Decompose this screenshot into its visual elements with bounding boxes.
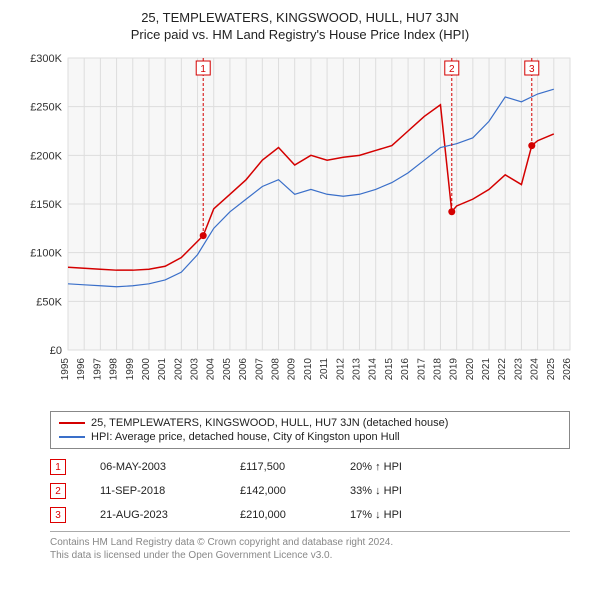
transaction-price: £117,500 bbox=[240, 461, 320, 473]
svg-text:£50K: £50K bbox=[36, 296, 62, 308]
transaction-table: 1 06-MAY-2003 £117,500 20% ↑ HPI 2 11-SEP-201… bbox=[50, 455, 570, 527]
transaction-diff: 33% ↓ HPI bbox=[350, 485, 440, 497]
svg-text:1998: 1998 bbox=[109, 358, 120, 381]
svg-text:1999: 1999 bbox=[125, 358, 136, 381]
svg-text:2017: 2017 bbox=[416, 358, 427, 381]
transaction-row: 3 21-AUG-2023 £210,000 17% ↓ HPI bbox=[50, 503, 570, 527]
title-line-1: 25, TEMPLEWATERS, KINGSWOOD, HULL, HU7 3… bbox=[10, 10, 590, 25]
legend-swatch bbox=[59, 422, 85, 424]
svg-text:£0: £0 bbox=[50, 345, 62, 357]
svg-text:£300K: £300K bbox=[30, 53, 62, 65]
svg-text:2011: 2011 bbox=[319, 358, 330, 380]
svg-text:2013: 2013 bbox=[351, 358, 362, 381]
svg-text:2: 2 bbox=[449, 64, 455, 75]
transaction-date: 21-AUG-2023 bbox=[100, 509, 210, 521]
svg-text:£150K: £150K bbox=[30, 199, 62, 211]
transaction-date: 06-MAY-2003 bbox=[100, 461, 210, 473]
legend-label: 25, TEMPLEWATERS, KINGSWOOD, HULL, HU7 3… bbox=[91, 417, 448, 429]
svg-text:2005: 2005 bbox=[222, 358, 233, 381]
legend-label: HPI: Average price, detached house, City… bbox=[91, 431, 400, 443]
svg-text:2009: 2009 bbox=[287, 358, 298, 381]
transaction-row: 2 11-SEP-2018 £142,000 33% ↓ HPI bbox=[50, 479, 570, 503]
transaction-price: £210,000 bbox=[240, 509, 320, 521]
transaction-diff: 20% ↑ HPI bbox=[350, 461, 440, 473]
svg-text:2020: 2020 bbox=[465, 358, 476, 381]
legend-swatch bbox=[59, 436, 85, 438]
svg-text:2018: 2018 bbox=[432, 358, 443, 381]
title-line-2: Price paid vs. HM Land Registry's House … bbox=[10, 27, 590, 42]
svg-text:2001: 2001 bbox=[157, 358, 168, 381]
svg-text:2026: 2026 bbox=[562, 358, 573, 381]
svg-text:1995: 1995 bbox=[60, 358, 71, 381]
transaction-badge: 3 bbox=[50, 507, 66, 523]
svg-text:2004: 2004 bbox=[206, 358, 217, 381]
svg-text:£100K: £100K bbox=[30, 248, 62, 260]
svg-text:2000: 2000 bbox=[141, 358, 152, 381]
svg-text:2002: 2002 bbox=[173, 358, 184, 381]
svg-text:2022: 2022 bbox=[497, 358, 508, 381]
svg-text:2015: 2015 bbox=[384, 358, 395, 381]
svg-text:2016: 2016 bbox=[400, 358, 411, 381]
transaction-badge: 1 bbox=[50, 459, 66, 475]
transaction-diff: 17% ↓ HPI bbox=[350, 509, 440, 521]
svg-text:£250K: £250K bbox=[30, 102, 62, 114]
svg-text:2025: 2025 bbox=[546, 358, 557, 381]
svg-text:3: 3 bbox=[529, 64, 535, 75]
transaction-date: 11-SEP-2018 bbox=[100, 485, 210, 497]
legend-row: 25, TEMPLEWATERS, KINGSWOOD, HULL, HU7 3… bbox=[59, 416, 561, 430]
svg-text:1997: 1997 bbox=[92, 358, 103, 381]
svg-text:2010: 2010 bbox=[303, 358, 314, 381]
svg-text:2014: 2014 bbox=[368, 358, 379, 381]
svg-text:1996: 1996 bbox=[76, 358, 87, 381]
svg-text:2008: 2008 bbox=[271, 358, 282, 381]
svg-text:2012: 2012 bbox=[335, 358, 346, 381]
legend-row: HPI: Average price, detached house, City… bbox=[59, 430, 561, 444]
footer-line-1: Contains HM Land Registry data © Crown c… bbox=[50, 536, 570, 549]
svg-text:2021: 2021 bbox=[481, 358, 492, 381]
svg-text:2024: 2024 bbox=[530, 358, 541, 381]
transaction-row: 1 06-MAY-2003 £117,500 20% ↑ HPI bbox=[50, 455, 570, 479]
svg-text:2007: 2007 bbox=[254, 358, 265, 381]
price-chart: £0 £50K £100K £150K £200K £250K £300K 1995 1996 1… bbox=[20, 50, 580, 405]
footer: Contains HM Land Registry data © Crown c… bbox=[50, 531, 570, 562]
transaction-price: £142,000 bbox=[240, 485, 320, 497]
svg-text:1: 1 bbox=[200, 64, 206, 75]
svg-text:2006: 2006 bbox=[238, 358, 249, 381]
svg-text:£200K: £200K bbox=[30, 150, 62, 162]
svg-text:2003: 2003 bbox=[190, 358, 201, 381]
legend: 25, TEMPLEWATERS, KINGSWOOD, HULL, HU7 3… bbox=[50, 411, 570, 449]
svg-text:2023: 2023 bbox=[513, 358, 524, 381]
transaction-badge: 2 bbox=[50, 483, 66, 499]
svg-text:2019: 2019 bbox=[449, 358, 460, 381]
footer-line-2: This data is licensed under the Open Gov… bbox=[50, 549, 570, 562]
